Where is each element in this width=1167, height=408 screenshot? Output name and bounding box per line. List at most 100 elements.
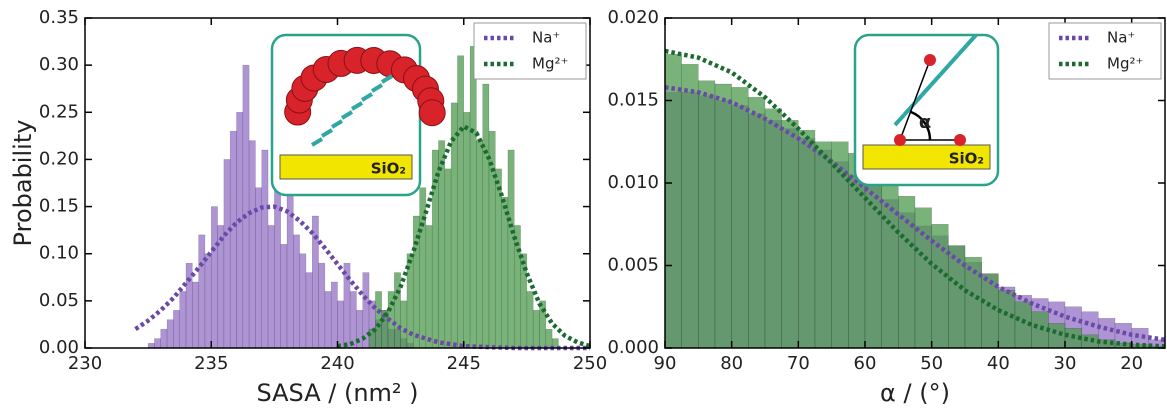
- molecule-bond: [320, 128, 334, 138]
- histogram-bar: [438, 140, 446, 349]
- angle-arc: [910, 110, 932, 141]
- x-tick-label: 250: [573, 353, 607, 374]
- x-tick-label: 30: [1054, 353, 1077, 374]
- histogram-bar: [330, 281, 338, 349]
- histogram-bar: [425, 225, 433, 349]
- histogram-bar: [267, 225, 275, 349]
- histogram-bar: [764, 108, 782, 349]
- y-tick-label: 0.35: [39, 7, 79, 28]
- histogram-bar: [204, 253, 212, 349]
- fit-curve: [664, 85, 1166, 343]
- x-tick-label: 235: [194, 353, 228, 374]
- y-tick-label: 0.000: [607, 337, 659, 358]
- histogram-bar: [731, 87, 749, 349]
- histogram-bar: [864, 158, 882, 349]
- histogram-bar: [526, 291, 534, 349]
- histogram-bar: [814, 141, 832, 349]
- molecule-bond: [947, 53, 960, 67]
- histogram-bar: [507, 149, 515, 349]
- histogram-bar: [539, 300, 547, 349]
- x-tick-label: 70: [787, 353, 810, 374]
- legend-box: [473, 22, 587, 80]
- histogram-bar: [299, 253, 307, 349]
- panel: 230 235 240 245 250 0.00 0.05 0.10 0.15 0.20 0.25 0…: [9, 7, 607, 407]
- histogram-bar: [400, 300, 408, 349]
- histogram-bar: [1048, 323, 1066, 349]
- inset: SiO₂ α: [853, 33, 1000, 187]
- fit-curve: [664, 48, 1166, 349]
- substrate-label: SiO₂: [949, 150, 984, 168]
- molecule-bond: [920, 83, 933, 97]
- histogram-bar: [748, 96, 766, 349]
- ion: [418, 99, 446, 127]
- histogram-bar: [931, 224, 949, 349]
- legend-label: Na⁺: [1107, 29, 1135, 47]
- legend: Na⁺ Mg²⁺: [473, 22, 587, 80]
- histogram-bar: [280, 244, 288, 349]
- molecule-bond: [370, 83, 384, 93]
- histogram-bar: [236, 112, 244, 349]
- atom: [894, 134, 906, 146]
- x-tick-label: 60: [854, 353, 877, 374]
- legend-label: Na⁺: [532, 29, 560, 47]
- histogram-bar: [469, 46, 477, 349]
- histogram-bar: [545, 328, 553, 349]
- histogram-bar: [173, 310, 180, 349]
- substrate-label: SiO₂: [371, 160, 406, 178]
- histogram-bar: [261, 149, 269, 349]
- histogram-bar: [998, 290, 1016, 349]
- histogram-bar: [457, 55, 464, 349]
- histogram-bar: [664, 54, 682, 349]
- histogram-bar: [274, 178, 281, 349]
- y-tick-label: 0.20: [39, 148, 79, 169]
- molecule-bond: [380, 74, 394, 84]
- molecule-bond: [360, 92, 374, 102]
- x-tick-label: 80: [720, 353, 743, 374]
- y-axis-label: Probability: [9, 120, 37, 247]
- y-tick-label: 0.10: [39, 243, 79, 264]
- legend-label: Mg²⁺: [532, 55, 568, 73]
- histogram-bar: [242, 64, 250, 349]
- y-tick-label: 0.05: [39, 290, 79, 311]
- fit-curve: [134, 204, 590, 351]
- histogram-bar: [798, 129, 816, 349]
- histogram-bar: [293, 234, 300, 349]
- legend: Na⁺ Mg²⁺: [1048, 22, 1162, 80]
- y-tick-label: 0.005: [607, 255, 659, 276]
- histogram-bar: [324, 291, 332, 349]
- y-tick-label: 0.30: [39, 54, 79, 75]
- fit-curve: [337, 123, 591, 349]
- histogram-bar: [192, 281, 199, 349]
- histogram-bar: [698, 80, 716, 349]
- y-tick-label: 0.00: [39, 337, 79, 358]
- substrate: [279, 154, 413, 180]
- histogram-bar: [964, 257, 982, 349]
- substrate: [862, 144, 991, 170]
- histogram-bar: [476, 140, 483, 349]
- x-tick-label: 40: [987, 353, 1010, 374]
- histogram-bar: [248, 140, 256, 349]
- histogram-bar: [681, 63, 699, 349]
- molecule-bond: [902, 103, 915, 117]
- y-tick-label: 0.015: [607, 90, 659, 111]
- molecule-bond: [330, 119, 344, 129]
- inset: SiO₂: [270, 33, 446, 197]
- legend-box: [1048, 22, 1162, 80]
- x-tick-label: 20: [1120, 353, 1143, 374]
- x-tick-label: 230: [68, 353, 102, 374]
- x-axis-label: SASA / (nm² ): [256, 379, 418, 407]
- y-tick-label: 0.15: [39, 196, 79, 217]
- histogram-bar: [881, 179, 899, 349]
- histogram-bar: [211, 206, 218, 349]
- histogram-bar: [1031, 311, 1049, 349]
- x-tick-label: 245: [447, 353, 481, 374]
- histogram-bar: [444, 168, 452, 349]
- histogram-bar: [318, 262, 326, 349]
- legend-label: Mg²⁺: [1107, 55, 1143, 73]
- histogram-bar: [781, 120, 799, 349]
- molecule-bond: [929, 73, 942, 87]
- molecule-bond: [938, 63, 951, 77]
- x-tick-label: 90: [654, 353, 677, 374]
- histogram-bar: [154, 338, 161, 349]
- molecule-bond: [350, 101, 364, 111]
